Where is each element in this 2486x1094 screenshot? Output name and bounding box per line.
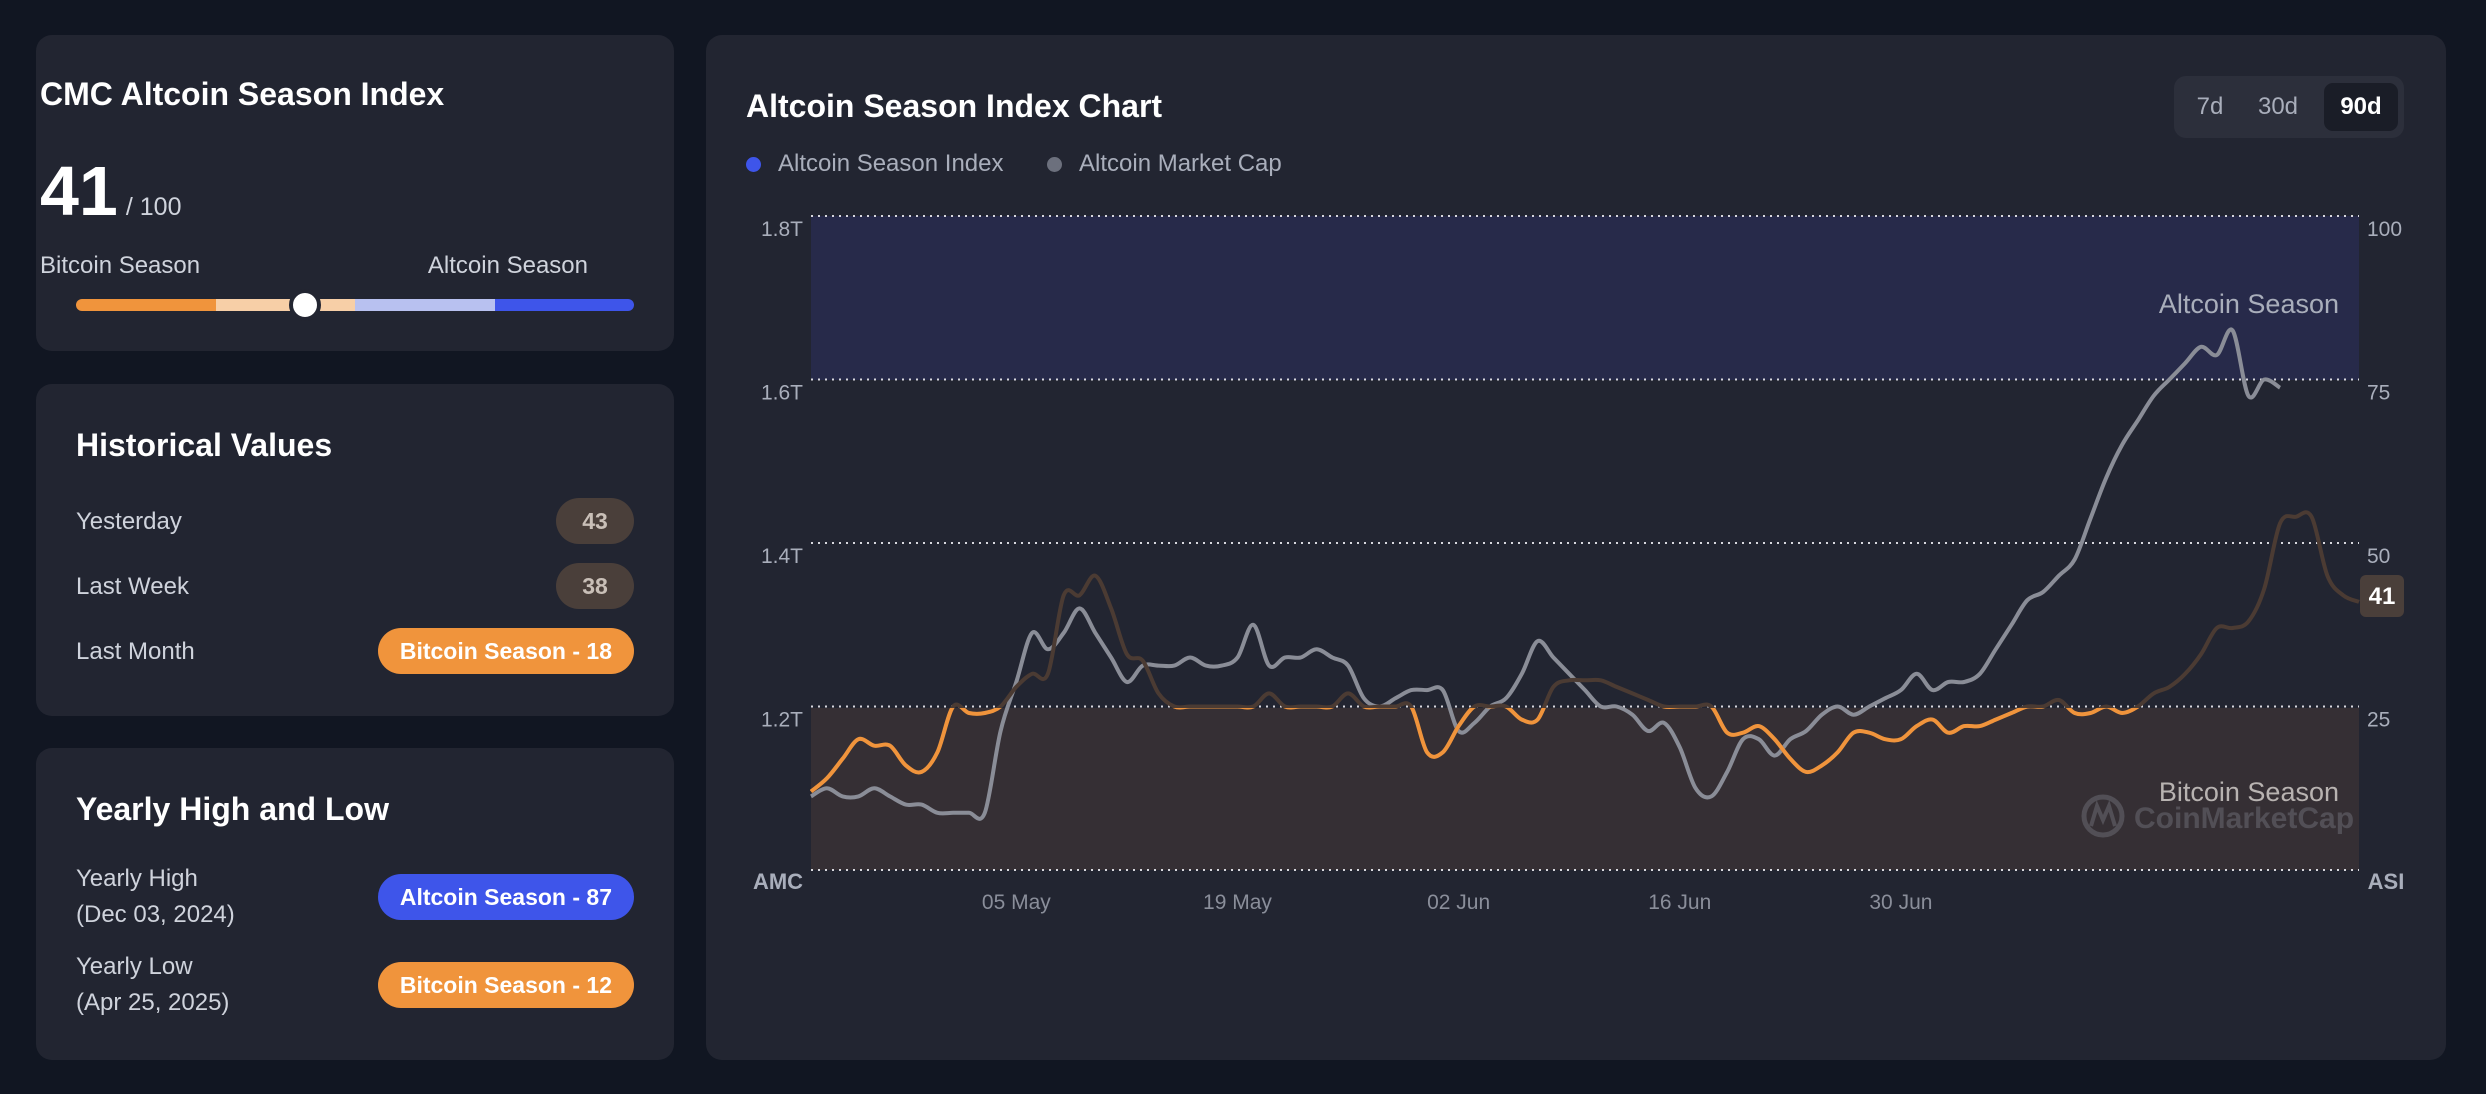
altcoin-zone-label: Altcoin Season — [2159, 289, 2339, 319]
index-value: 41 — [40, 152, 118, 230]
legend-asi-label: Altcoin Season Index — [778, 150, 1004, 177]
coinmarketcap-logo-icon — [2081, 794, 2125, 838]
hist-lastmonth-value: Bitcoin Season - 18 — [377, 628, 634, 674]
range-tabs: 7d 30d 90d — [2174, 76, 2404, 138]
yearly-low-date: (Apr 25, 2025) — [76, 989, 230, 1016]
left-tick-label: 1.6T — [761, 382, 803, 405]
chart-card — [706, 35, 2446, 1060]
legend-asi[interactable]: Altcoin Season Index — [746, 150, 1003, 178]
left-tick-label: 1.8T — [761, 218, 803, 241]
legend-amc-label: Altcoin Market Cap — [1079, 150, 1282, 177]
left-tick-label: 1.2T — [761, 709, 803, 732]
legend-amc-dot — [1047, 156, 1062, 172]
hist-lastweek-label: Last Week — [76, 573, 189, 600]
x-tick-label: 30 Jun — [1869, 891, 1932, 914]
hist-yesterday-value: 43 — [556, 498, 634, 544]
altcoin-season-index-line — [809, 510, 2360, 794]
x-tick-label: 05 May — [982, 891, 1051, 914]
current-value-text: 41 — [2369, 583, 2396, 610]
tab-30d[interactable]: 30d — [2257, 93, 2299, 120]
right-tick-label: 75 — [2367, 382, 2390, 405]
yearly-low-value: Bitcoin Season - 12 — [377, 962, 634, 1008]
index-title: CMC Altcoin Season Index — [40, 76, 445, 112]
index-max: / 100 — [125, 193, 182, 221]
coinmarketcap-watermark: CoinMarketCap — [2081, 794, 2354, 838]
right-axis-label: ASI — [2368, 869, 2405, 894]
legend-amc[interactable]: Altcoin Market Cap — [1047, 150, 1282, 178]
yearly-high-label: Yearly High — [76, 865, 198, 892]
right-tick-label: 50 — [2367, 545, 2390, 568]
x-tick-label: 16 Jun — [1648, 891, 1711, 914]
left-tick-label: 1.4T — [761, 545, 803, 568]
watermark-text: CoinMarketCap — [2134, 802, 2354, 835]
right-tick-label: 100 — [2367, 218, 2402, 241]
bitcoin-season-zone — [811, 708, 2359, 870]
altcoin-season-label: Altcoin Season — [427, 252, 588, 279]
yearly-high-date: (Dec 03, 2024) — [76, 901, 235, 928]
yearly-low-label: Yearly Low — [76, 953, 193, 980]
hist-yesterday-label: Yesterday — [76, 508, 182, 535]
tab-7d[interactable]: 7d — [2196, 93, 2224, 120]
slider-seg-altcoin-light — [355, 299, 495, 311]
slider-knob — [288, 289, 321, 321]
hist-lastweek-value: 38 — [556, 563, 634, 609]
bitcoin-season-label: Bitcoin Season — [40, 252, 201, 279]
historical-title: Historical Values — [76, 427, 333, 463]
bitcoin-zone-label: Bitcoin Season — [2159, 777, 2339, 807]
yearly-title: Yearly High and Low — [76, 791, 389, 827]
x-tick-label: 19 May — [1203, 891, 1272, 914]
yearly-high-value: Altcoin Season - 87 — [377, 874, 634, 920]
index-card — [36, 35, 674, 351]
right-tick-label: 25 — [2367, 709, 2390, 732]
altcoin-season-zone — [811, 216, 2359, 380]
slider-seg-bitcoin — [76, 299, 216, 311]
hist-lastmonth-label: Last Month — [76, 638, 195, 665]
slider-seg-altcoin — [494, 299, 634, 311]
legend-asi-dot — [746, 156, 761, 172]
tab-90d[interactable]: 90d — [2324, 83, 2398, 131]
coinmarketcap-logo-mark — [2089, 800, 2117, 827]
left-axis-label: AMC — [753, 869, 803, 894]
x-tick-label: 02 Jun — [1427, 891, 1490, 914]
chart-title: Altcoin Season Index Chart — [746, 88, 1163, 124]
current-value-badge — [2360, 575, 2404, 617]
index-score: 41 / 100 — [40, 156, 181, 226]
